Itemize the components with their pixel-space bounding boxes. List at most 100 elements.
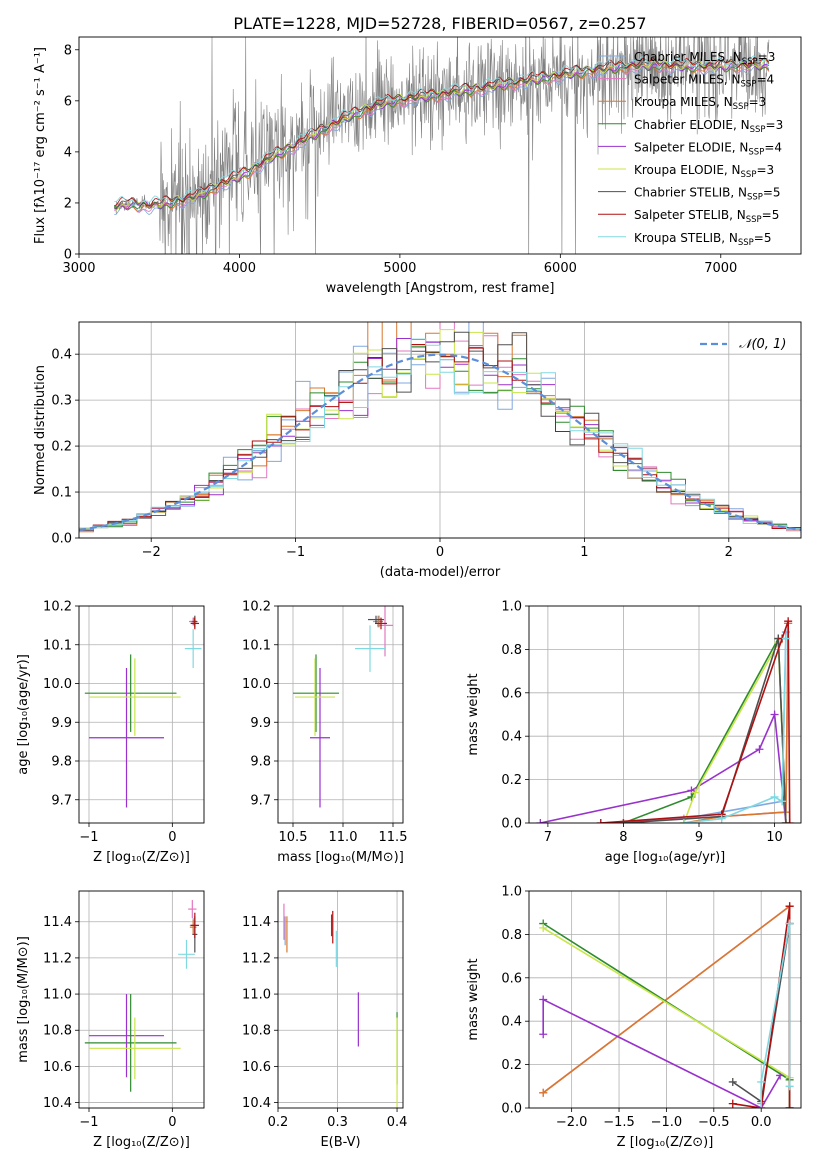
mass_vs_ebv-ytick-label: 10.8: [242, 1024, 271, 1039]
mass_vs_ebv-panel: 0.2 0.3 0.4 10.4 10.6 10.8 11.0 11.2 11.4 E(B-V): [242, 890, 407, 1150]
spectrum-legend-label: Salpeter ELODIE, NSSP=4: [634, 140, 782, 157]
mass_weight_vs_Z-ytick-label: 0.2: [501, 1058, 522, 1073]
mass_weight_vs_Z-xtick-label: 0.0: [751, 1115, 772, 1130]
residuals-xtick-label: 2: [725, 545, 733, 560]
mass_weight_vs_age-ytick-label: 0.2: [501, 773, 522, 788]
age_vs_mass-panel: 10.5 11.0 11.5 9.7 9.8 9.9 10.0 10.1 10.2 mass [l…: [242, 600, 408, 866]
mass_vs_Z-xtick-label: 0: [168, 1115, 176, 1130]
age_vs_mass-xlabel: mass [log₁₀(M/M⊙)]: [277, 850, 404, 865]
age_vs_Z-ytick-label: 10.2: [43, 600, 72, 615]
mass_vs_Z-ytick-label: 11.2: [43, 951, 72, 966]
mass_weight_vs_Z-plot-area: [539, 902, 794, 1108]
mass_vs_ebv-ytick-label: 11.0: [242, 988, 271, 1003]
spectrum-model-line: [114, 57, 770, 210]
mass_weight_vs_age-ytick-label: 0.8: [501, 643, 522, 658]
spectrum-legend-label: Salpeter STELIB, NSSP=5: [634, 208, 779, 225]
mass_weight_vs_age-point-marker: [619, 819, 628, 823]
mass_weight_vs_age-point-marker: [596, 819, 605, 823]
mass_weight_vs_Z-ylabel: mass weight: [466, 958, 481, 1040]
spectrum-legend-label: Salpeter MILES, NSSP=4: [634, 73, 774, 90]
mass_vs_Z-ytick-label: 10.8: [43, 1024, 72, 1039]
spectrum-legend-label: Chabrier ELODIE, NSSP=3: [634, 118, 783, 135]
mass_vs_Z-ytick-label: 10.4: [43, 1096, 72, 1111]
residuals-ytick-label: 0.4: [51, 348, 72, 363]
age_vs_mass-ytick-label: 10.1: [242, 638, 271, 653]
age_vs_mass-frame: [277, 605, 404, 824]
mass_vs_Z-xlabel: Z [log₁₀(Z/Z⊙)]: [93, 1135, 190, 1150]
mass_weight_vs_age-panel: 7 8 9 10 0.0 0.2 0.4 0.6 0.8 1.0 age [log₁₀(age/yr…: [466, 600, 802, 865]
mass_weight_vs_Z-xtick-label: −2.0: [556, 1115, 588, 1130]
mass_weight_vs_age-point-marker: [785, 819, 794, 823]
mass_weight_vs_Z-point-marker: [785, 1104, 794, 1108]
mass_weight_vs_age-point-marker: [536, 819, 545, 823]
mass_weight_vs_Z-ytick-label: 0.4: [501, 1015, 522, 1030]
mass_weight_vs_age-ytick-label: 0.4: [501, 730, 522, 745]
spectrum-legend-label: Chabrier STELIB, NSSP=5: [634, 186, 781, 203]
mass_vs_ebv-plot-area: [283, 903, 398, 1108]
spectrum-legend: Chabrier MILES, NSSP=3 Salpeter MILES, NS…: [598, 50, 783, 248]
age_vs_mass-ytick-label: 9.7: [250, 793, 271, 808]
residual-histogram-kroupa_stelib: [79, 338, 801, 533]
age_vs_Z-frame: [78, 605, 205, 824]
age_vs_Z-plot-area: [84, 615, 202, 808]
mass_weight_vs_Z-xtick-label: −0.5: [698, 1115, 730, 1130]
mass_weight_vs_Z-ytick-label: 0.6: [501, 971, 522, 986]
mass_vs_Z-ytick-label: 11.4: [43, 915, 72, 930]
mass_weight_vs_age-point-marker: [717, 814, 726, 823]
age_vs_mass-ytick-label: 10.2: [242, 600, 271, 615]
mass_weight_vs_age-xtick-label: 10: [766, 830, 783, 845]
mass_vs_ebv-frame: [277, 890, 404, 1109]
age_vs_mass-ytick-label: 9.9: [250, 716, 271, 731]
mass_weight_vs_Z-point-marker: [539, 923, 548, 932]
mass_weight_vs_Z-point-marker: [539, 1088, 548, 1097]
mass_weight_vs_age-series-line: [683, 623, 789, 823]
age_vs_mass-xtick-label: 11.5: [379, 830, 408, 845]
spectrum-legend-label: Kroupa STELIB, NSSP=5: [634, 231, 772, 248]
spectrum-xtick-label: 4000: [223, 261, 256, 276]
mass_vs_Z-ytick-label: 10.6: [43, 1060, 72, 1075]
mass_weight_vs_age-point-marker: [755, 745, 764, 754]
residuals-xtick-label: 1: [580, 545, 588, 560]
spectrum-xtick-label: 7000: [704, 261, 737, 276]
mass_weight_vs_age-ytick-label: 0.6: [501, 686, 522, 701]
mass_weight_vs_Z-point-marker: [785, 919, 794, 928]
residuals-xtick-label: −2: [142, 545, 161, 560]
mass_weight_vs_age-xtick-label: 9: [695, 830, 703, 845]
spectrum-ytick-label: 4: [64, 145, 72, 160]
age_vs_Z-ytick-label: 10.1: [43, 638, 72, 653]
mass_weight_vs_Z-series-line: [542, 998, 781, 1108]
age_vs_Z-ytick-label: 9.7: [51, 793, 72, 808]
mass_vs_Z-xtick-label: −1: [79, 1115, 98, 1130]
residuals-ytick-label: 0.0: [51, 532, 72, 547]
mass_weight_vs_age-xtick-label: 8: [619, 830, 627, 845]
mass_weight_vs_Z-panel: −2.0 −1.5 −1.0 −0.5 0.0 0.0 0.2 0.4 0.6 0.8 1.0 Z […: [466, 885, 802, 1150]
residuals-xtick-label: −1: [286, 545, 305, 560]
age_vs_Z-ytick-label: 9.8: [51, 755, 72, 770]
mass_weight_vs_Z-series-line: [760, 923, 791, 1108]
mass_weight_vs_Z-point-marker: [785, 902, 794, 911]
spectrum-ytick-label: 2: [64, 196, 72, 211]
residuals-frame: [78, 321, 802, 539]
normal-pdf-curve: [79, 353, 801, 531]
spectrum-plot-area: [114, 37, 770, 254]
age_vs_Z-xlabel: Z [log₁₀(Z/Z⊙)]: [93, 850, 190, 865]
mass_weight_vs_Z-frame: [528, 890, 802, 1109]
residuals-panel: −2 −1 0 1 2 0.0 0.1 0.2 0.3 0.4 (data-model)/error…: [33, 321, 802, 580]
mass_weight_vs_age-frame: [528, 605, 802, 824]
mass_vs_ebv-ytick-label: 10.6: [242, 1060, 271, 1075]
age_vs_mass-ytick-label: 10.0: [242, 677, 271, 692]
spectrum-ytick-label: 0: [64, 248, 72, 263]
residual-legend-label: 𝒩(0, 1): [739, 337, 786, 352]
mass_vs_ebv-xtick-label: 0.3: [327, 1115, 348, 1130]
mass_weight_vs_Z-ytick-label: 0.0: [501, 1102, 522, 1117]
mass_weight_vs_age-point-marker: [770, 710, 779, 719]
mass_weight_vs_Z-xtick-label: −1.5: [603, 1115, 635, 1130]
mass_weight_vs_Z-point-marker: [539, 1030, 548, 1039]
age_vs_Z-xtick-label: −1: [79, 830, 98, 845]
spectrum-ytick-label: 6: [64, 94, 72, 109]
mass_vs_Z-panel: −1 0 10.4 10.6 10.8 11.0 11.2 11.4 Z [log₁₀(Z/Z⊙…: [16, 890, 205, 1150]
mass_weight_vs_Z-xlabel: Z [log₁₀(Z/Z⊙)]: [617, 1135, 714, 1150]
residuals-ytick-label: 0.2: [51, 440, 72, 455]
residuals-ylabel: Normed distribution: [33, 365, 48, 495]
mass_weight_vs_age-point-marker: [784, 617, 793, 626]
